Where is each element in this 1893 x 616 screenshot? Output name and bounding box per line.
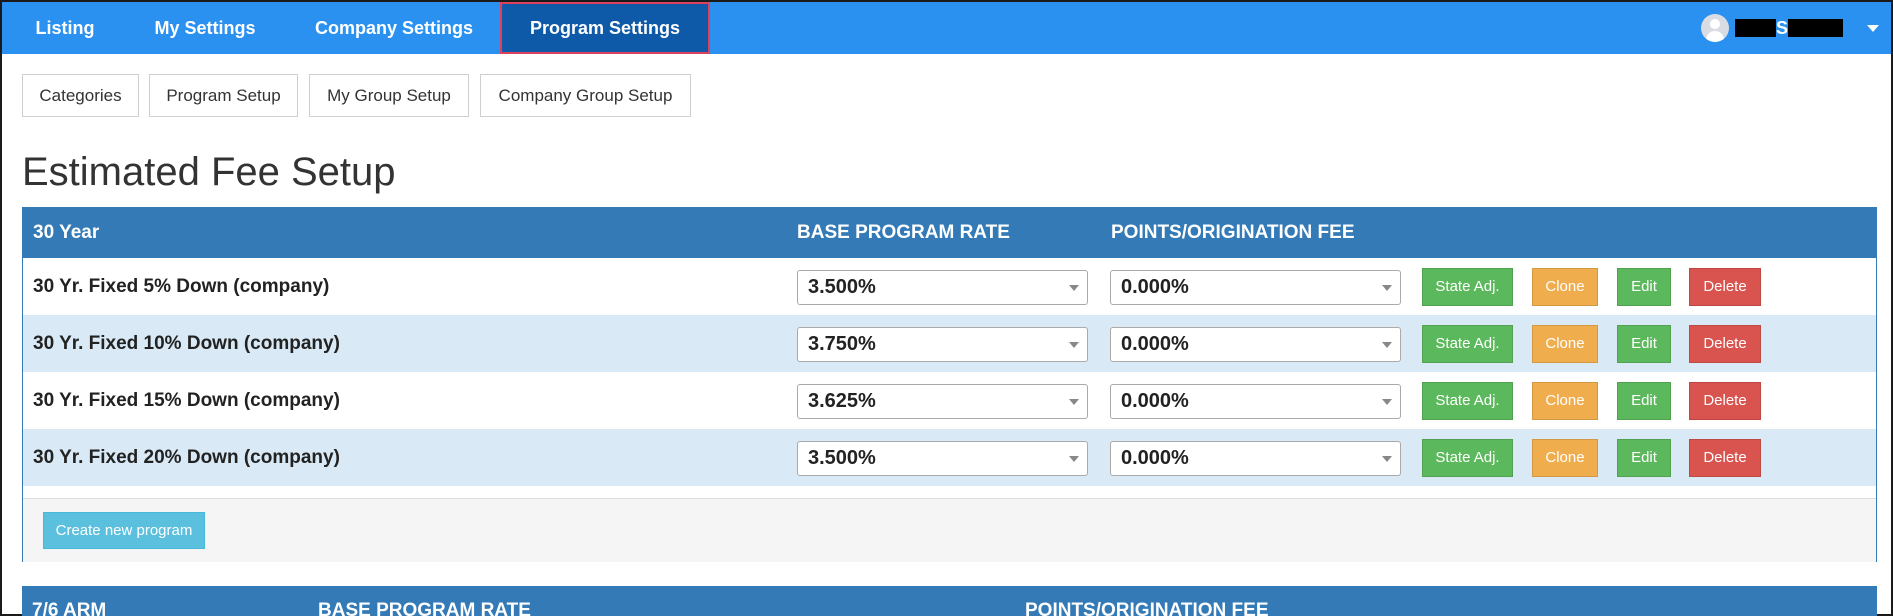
- subtab-categories[interactable]: Categories: [22, 74, 139, 117]
- subtab-my-group-setup[interactable]: My Group Setup: [309, 74, 469, 117]
- table-row: 30 Yr. Fixed 5% Down (company) 3.500% 0.…: [23, 258, 1876, 315]
- panel-heading: 30 Year: [33, 222, 100, 243]
- column-header-points: POINTS/ORIGINATION FEE: [1111, 222, 1355, 243]
- panel-footer: Create new program: [23, 498, 1876, 562]
- edit-button[interactable]: Edit: [1617, 439, 1671, 477]
- base-rate-select[interactable]: 3.500%: [797, 270, 1088, 305]
- base-rate-select[interactable]: 3.500%: [797, 441, 1088, 476]
- chevron-down-icon: [1382, 456, 1392, 462]
- subtab-company-group-setup[interactable]: Company Group Setup: [480, 74, 691, 117]
- panel-heading: 7/6 ARM: [32, 600, 107, 616]
- points-value: 0.000%: [1121, 390, 1189, 412]
- points-value: 0.000%: [1121, 276, 1189, 298]
- nav-company-settings[interactable]: Company Settings: [314, 18, 474, 38]
- chevron-down-icon: [1382, 399, 1392, 405]
- column-header-rate: BASE PROGRAM RATE: [797, 222, 1010, 243]
- points-value: 0.000%: [1121, 447, 1189, 469]
- delete-button[interactable]: Delete: [1689, 382, 1761, 420]
- clone-button[interactable]: Clone: [1532, 439, 1598, 477]
- points-select[interactable]: 0.000%: [1110, 384, 1401, 419]
- base-rate-value: 3.500%: [808, 447, 876, 469]
- points-select[interactable]: 0.000%: [1110, 327, 1401, 362]
- delete-button[interactable]: Delete: [1689, 268, 1761, 306]
- user-menu[interactable]: S: [1671, 2, 1891, 54]
- chevron-down-icon: [1069, 285, 1079, 291]
- redacted-block: [1788, 19, 1844, 38]
- top-navbar: Listing My Settings Company Settings Pro…: [2, 2, 1891, 54]
- subtab-program-setup[interactable]: Program Setup: [149, 74, 298, 117]
- table-row: 30 Yr. Fixed 10% Down (company) 3.750% 0…: [23, 315, 1876, 372]
- state-adj-button[interactable]: State Adj.: [1422, 439, 1513, 477]
- column-header-rate: BASE PROGRAM RATE: [318, 600, 531, 616]
- points-value: 0.000%: [1121, 333, 1189, 355]
- program-name: 30 Yr. Fixed 5% Down (company): [33, 276, 330, 297]
- edit-button[interactable]: Edit: [1617, 382, 1671, 420]
- program-name: 30 Yr. Fixed 10% Down (company): [33, 333, 340, 354]
- chevron-down-icon: [1069, 456, 1079, 462]
- base-rate-value: 3.500%: [808, 276, 876, 298]
- chevron-down-icon: [1382, 285, 1392, 291]
- clone-button[interactable]: Clone: [1532, 325, 1598, 363]
- state-adj-button[interactable]: State Adj.: [1422, 382, 1513, 420]
- program-name: 30 Yr. Fixed 15% Down (company): [33, 390, 340, 411]
- program-panel-7-6-arm-header: 7/6 ARM BASE PROGRAM RATE POINTS/ORIGINA…: [22, 586, 1877, 616]
- nav-program-settings[interactable]: Program Settings: [500, 2, 710, 54]
- state-adj-button[interactable]: State Adj.: [1422, 325, 1513, 363]
- base-rate-select[interactable]: 3.625%: [797, 384, 1088, 419]
- column-header-points: POINTS/ORIGINATION FEE: [1025, 600, 1269, 616]
- program-panel-30-year: 30 Year BASE PROGRAM RATE POINTS/ORIGINA…: [22, 207, 1877, 562]
- redacted-block: [1740, 19, 1776, 38]
- chevron-down-icon: [1382, 342, 1392, 348]
- nav-listing[interactable]: Listing: [35, 18, 95, 38]
- page-title: Estimated Fee Setup: [22, 150, 396, 194]
- chevron-down-icon: [1867, 25, 1879, 32]
- table-row: 30 Yr. Fixed 15% Down (company) 3.625% 0…: [23, 372, 1876, 429]
- chevron-down-icon: [1069, 342, 1079, 348]
- nav-my-settings[interactable]: My Settings: [154, 18, 256, 38]
- table-row: 30 Yr. Fixed 20% Down (company) 3.500% 0…: [23, 429, 1876, 486]
- base-rate-value: 3.625%: [808, 390, 876, 412]
- edit-button[interactable]: Edit: [1617, 325, 1671, 363]
- points-select[interactable]: 0.000%: [1110, 441, 1401, 476]
- user-name: S: [1735, 2, 1844, 54]
- create-new-program-button[interactable]: Create new program: [43, 512, 205, 549]
- base-rate-value: 3.750%: [808, 333, 876, 355]
- edit-button[interactable]: Edit: [1617, 268, 1671, 306]
- clone-button[interactable]: Clone: [1532, 268, 1598, 306]
- clone-button[interactable]: Clone: [1532, 382, 1598, 420]
- panel-header: 30 Year BASE PROGRAM RATE POINTS/ORIGINA…: [23, 208, 1876, 258]
- redacted-block: [1735, 19, 1740, 38]
- state-adj-button[interactable]: State Adj.: [1422, 268, 1513, 306]
- delete-button[interactable]: Delete: [1689, 325, 1761, 363]
- program-name: 30 Yr. Fixed 20% Down (company): [33, 447, 340, 468]
- chevron-down-icon: [1069, 399, 1079, 405]
- base-rate-select[interactable]: 3.750%: [797, 327, 1088, 362]
- user-initial-2: S: [1776, 18, 1789, 38]
- delete-button[interactable]: Delete: [1689, 439, 1761, 477]
- user-avatar-icon: [1701, 14, 1729, 42]
- points-select[interactable]: 0.000%: [1110, 270, 1401, 305]
